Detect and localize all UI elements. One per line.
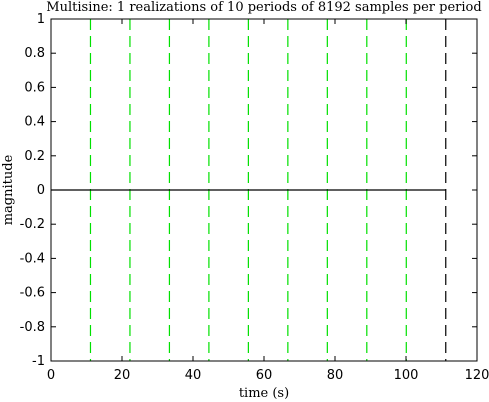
y-axis: -1 -0.8 -0.6 -0.4 -0.2 0 0.2 0.4 0.6 0.8 1 xyxy=(20,12,477,369)
x-tick-label: 20 xyxy=(114,368,131,383)
y-tick-label: 0.8 xyxy=(24,46,45,61)
y-tick-label: 1 xyxy=(37,12,45,27)
y-tick-label: -0.2 xyxy=(20,217,45,232)
y-tick-label: 0.6 xyxy=(24,80,45,95)
y-tick-label: 0 xyxy=(37,183,45,198)
x-axis-label: time (s) xyxy=(239,386,289,401)
y-tick-label: -1 xyxy=(32,354,45,369)
x-axis: 0 20 40 60 80 100 120 xyxy=(47,19,489,383)
x-tick-label: 0 xyxy=(47,368,55,383)
x-tick-label: 60 xyxy=(256,368,273,383)
x-tick-label: 80 xyxy=(327,368,344,383)
y-tick-label: 0.2 xyxy=(24,149,45,164)
y-tick-label: -0.6 xyxy=(20,286,45,301)
x-tick-label: 120 xyxy=(465,368,489,383)
x-tick-label: 40 xyxy=(185,368,202,383)
y-tick-label: -0.8 xyxy=(20,320,45,335)
y-axis-label: magnitude xyxy=(1,154,16,225)
chart-title: Multisine: 1 realizations of 10 periods … xyxy=(46,0,481,15)
y-tick-label: -0.4 xyxy=(20,251,45,266)
x-tick-label: 100 xyxy=(394,368,419,383)
y-tick-label: 0.4 xyxy=(24,115,45,130)
